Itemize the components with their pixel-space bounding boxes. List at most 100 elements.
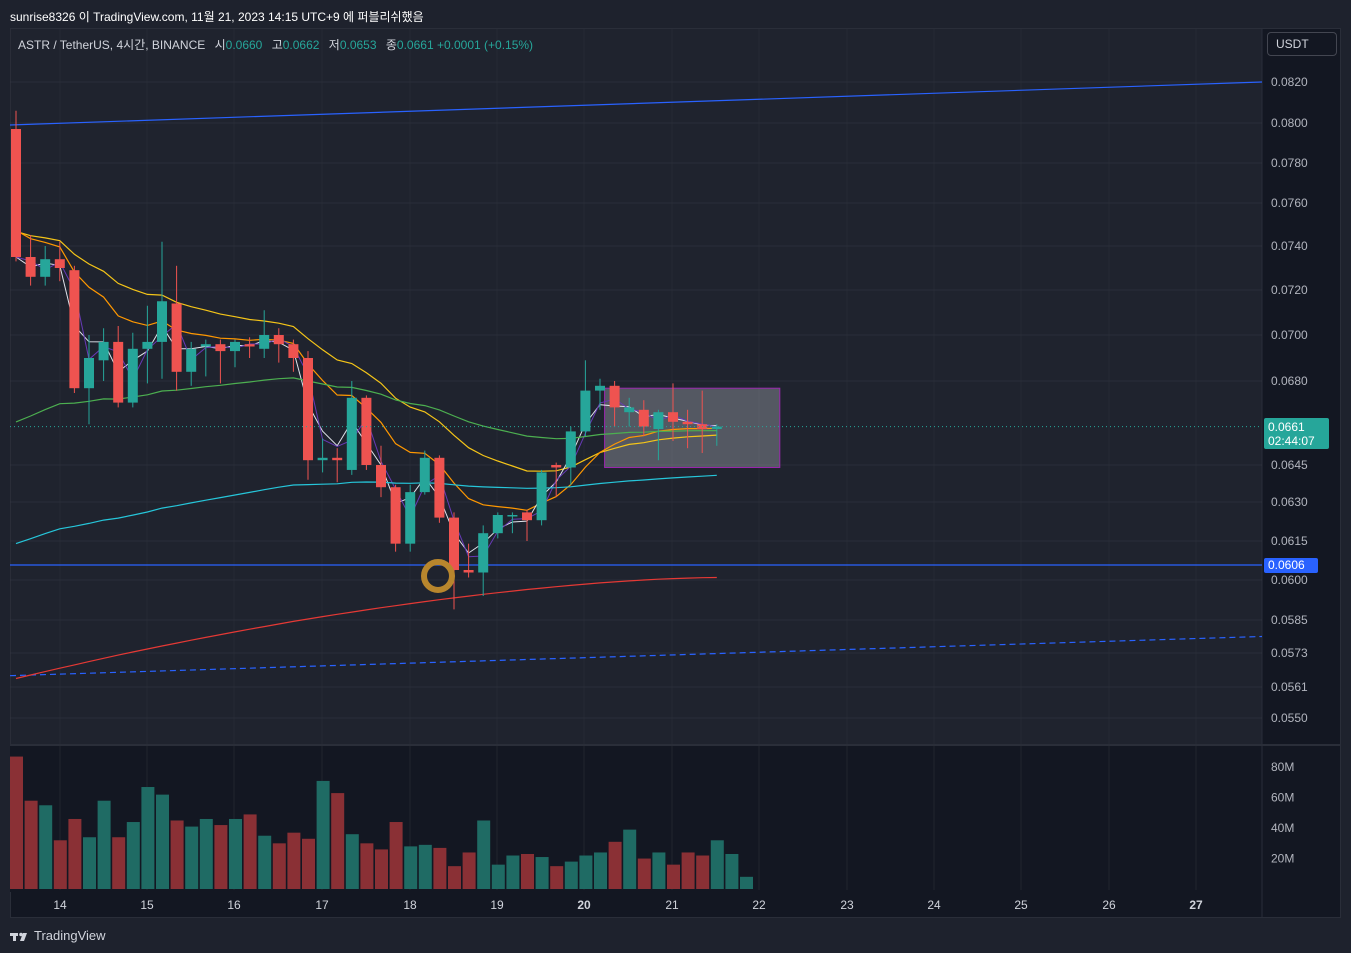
candle-body <box>595 385 605 391</box>
last-price-tag: 0.0661 02:44:07 <box>1264 418 1329 449</box>
volume-bar <box>608 841 622 889</box>
volume-bar <box>258 835 272 889</box>
candle-body <box>142 341 153 349</box>
range-box <box>604 387 781 468</box>
volume-bar <box>10 756 23 889</box>
level-price-tag: 0.0606 <box>1264 558 1318 573</box>
candle-body <box>157 301 167 342</box>
price-tick-label: 0.0740 <box>1271 239 1308 253</box>
volume-bar <box>170 820 184 889</box>
candle-body <box>171 303 182 372</box>
candle-body <box>376 465 386 488</box>
volume-bar <box>491 864 505 889</box>
currency-button[interactable]: USDT <box>1267 32 1337 56</box>
candle-body <box>98 341 109 361</box>
close-value: 0.0661 <box>396 38 434 52</box>
volume-bar <box>462 852 476 889</box>
volume-bar <box>550 866 564 889</box>
volume-bar <box>667 864 680 889</box>
volume-bar <box>535 857 549 889</box>
candle-body <box>463 570 474 573</box>
candle-body <box>259 335 270 349</box>
candle-body <box>113 341 124 403</box>
symbol-name[interactable]: ASTR / TetherUS, 4시간, BINANCE <box>18 38 206 52</box>
candle-body <box>215 344 226 352</box>
volume-bar <box>112 837 126 889</box>
symbol-legend: ASTR / TetherUS, 4시간, BINANCE 시0.0660 고 0… <box>18 36 533 53</box>
date-tick-label: 15 <box>140 898 154 912</box>
volume-tick-label: 40M <box>1271 821 1294 835</box>
date-tick-label: 19 <box>490 898 504 912</box>
date-tick-label: 14 <box>53 898 67 912</box>
volume-bar <box>97 800 111 889</box>
low-label: 저 <box>328 38 340 52</box>
price-tick-label: 0.0573 <box>1271 646 1308 660</box>
candle-body <box>551 465 562 468</box>
high-label: 고 <box>271 38 283 52</box>
candle-body <box>638 409 649 427</box>
price-pane <box>10 29 1262 744</box>
price-tick-label: 0.0800 <box>1271 116 1308 130</box>
candle-body <box>580 390 591 432</box>
candle-body <box>449 517 459 570</box>
candle-body <box>668 412 678 422</box>
volume-bar <box>564 861 578 889</box>
date-tick-label: 27 <box>1189 898 1203 912</box>
candle-body <box>11 129 21 257</box>
candle-body <box>332 457 343 461</box>
candle-body <box>273 335 284 345</box>
volume-bar <box>375 849 388 889</box>
volume-bar <box>740 876 753 889</box>
candle-body <box>522 512 532 521</box>
candle-body <box>405 492 416 544</box>
candle-body <box>478 533 489 573</box>
volume-bar <box>579 855 593 889</box>
volume-bar <box>156 794 169 889</box>
open-label: 시 <box>214 38 226 52</box>
volume-bar <box>521 853 534 889</box>
low-value: 0.0653 <box>339 38 377 52</box>
price-tick-label: 0.0630 <box>1271 495 1308 509</box>
candle-body <box>54 259 65 268</box>
price-tick-label: 0.0760 <box>1271 196 1308 210</box>
price-tick-label: 0.0700 <box>1271 328 1308 342</box>
bar-countdown: 02:44:07 <box>1268 434 1315 448</box>
candle-body <box>127 348 138 403</box>
price-tick-label: 0.0550 <box>1271 711 1308 725</box>
volume-bar <box>696 855 710 889</box>
volume-bar <box>623 829 637 889</box>
volume-bar <box>272 843 286 889</box>
last-price-value: 0.0661 <box>1268 420 1305 434</box>
price-tick-label: 0.0600 <box>1271 573 1308 587</box>
volume-tick-label: 80M <box>1271 760 1294 774</box>
highlight-circle <box>421 559 455 593</box>
candle-body <box>40 259 51 277</box>
candle-body <box>200 344 211 347</box>
upper-trendline <box>9 81 1263 126</box>
price-tick-label: 0.0645 <box>1271 458 1308 472</box>
candle-body <box>507 515 518 517</box>
date-tick-label: 23 <box>840 898 854 912</box>
dashed-trendline <box>9 635 1263 677</box>
candle-body <box>434 457 445 518</box>
volume-bar <box>331 793 345 889</box>
open-value: 0.0660 <box>225 38 263 52</box>
volume-bar <box>214 825 228 889</box>
candle-body <box>346 397 357 470</box>
volume-bar <box>302 838 315 889</box>
date-tick-label: 20 <box>577 898 591 912</box>
candle-body <box>69 270 80 389</box>
volume-bar <box>141 787 155 889</box>
volume-bar <box>637 858 651 889</box>
volume-bar <box>39 805 53 889</box>
footer-brand[interactable]: TradingView <box>10 928 106 943</box>
volume-bar <box>433 847 447 889</box>
volume-bar <box>594 852 607 889</box>
candle-body <box>361 397 372 465</box>
volume-bar <box>229 818 242 889</box>
candle-body <box>288 344 299 358</box>
volume-bar <box>360 843 374 889</box>
date-tick-label: 18 <box>403 898 417 912</box>
volume-bar <box>24 800 38 889</box>
